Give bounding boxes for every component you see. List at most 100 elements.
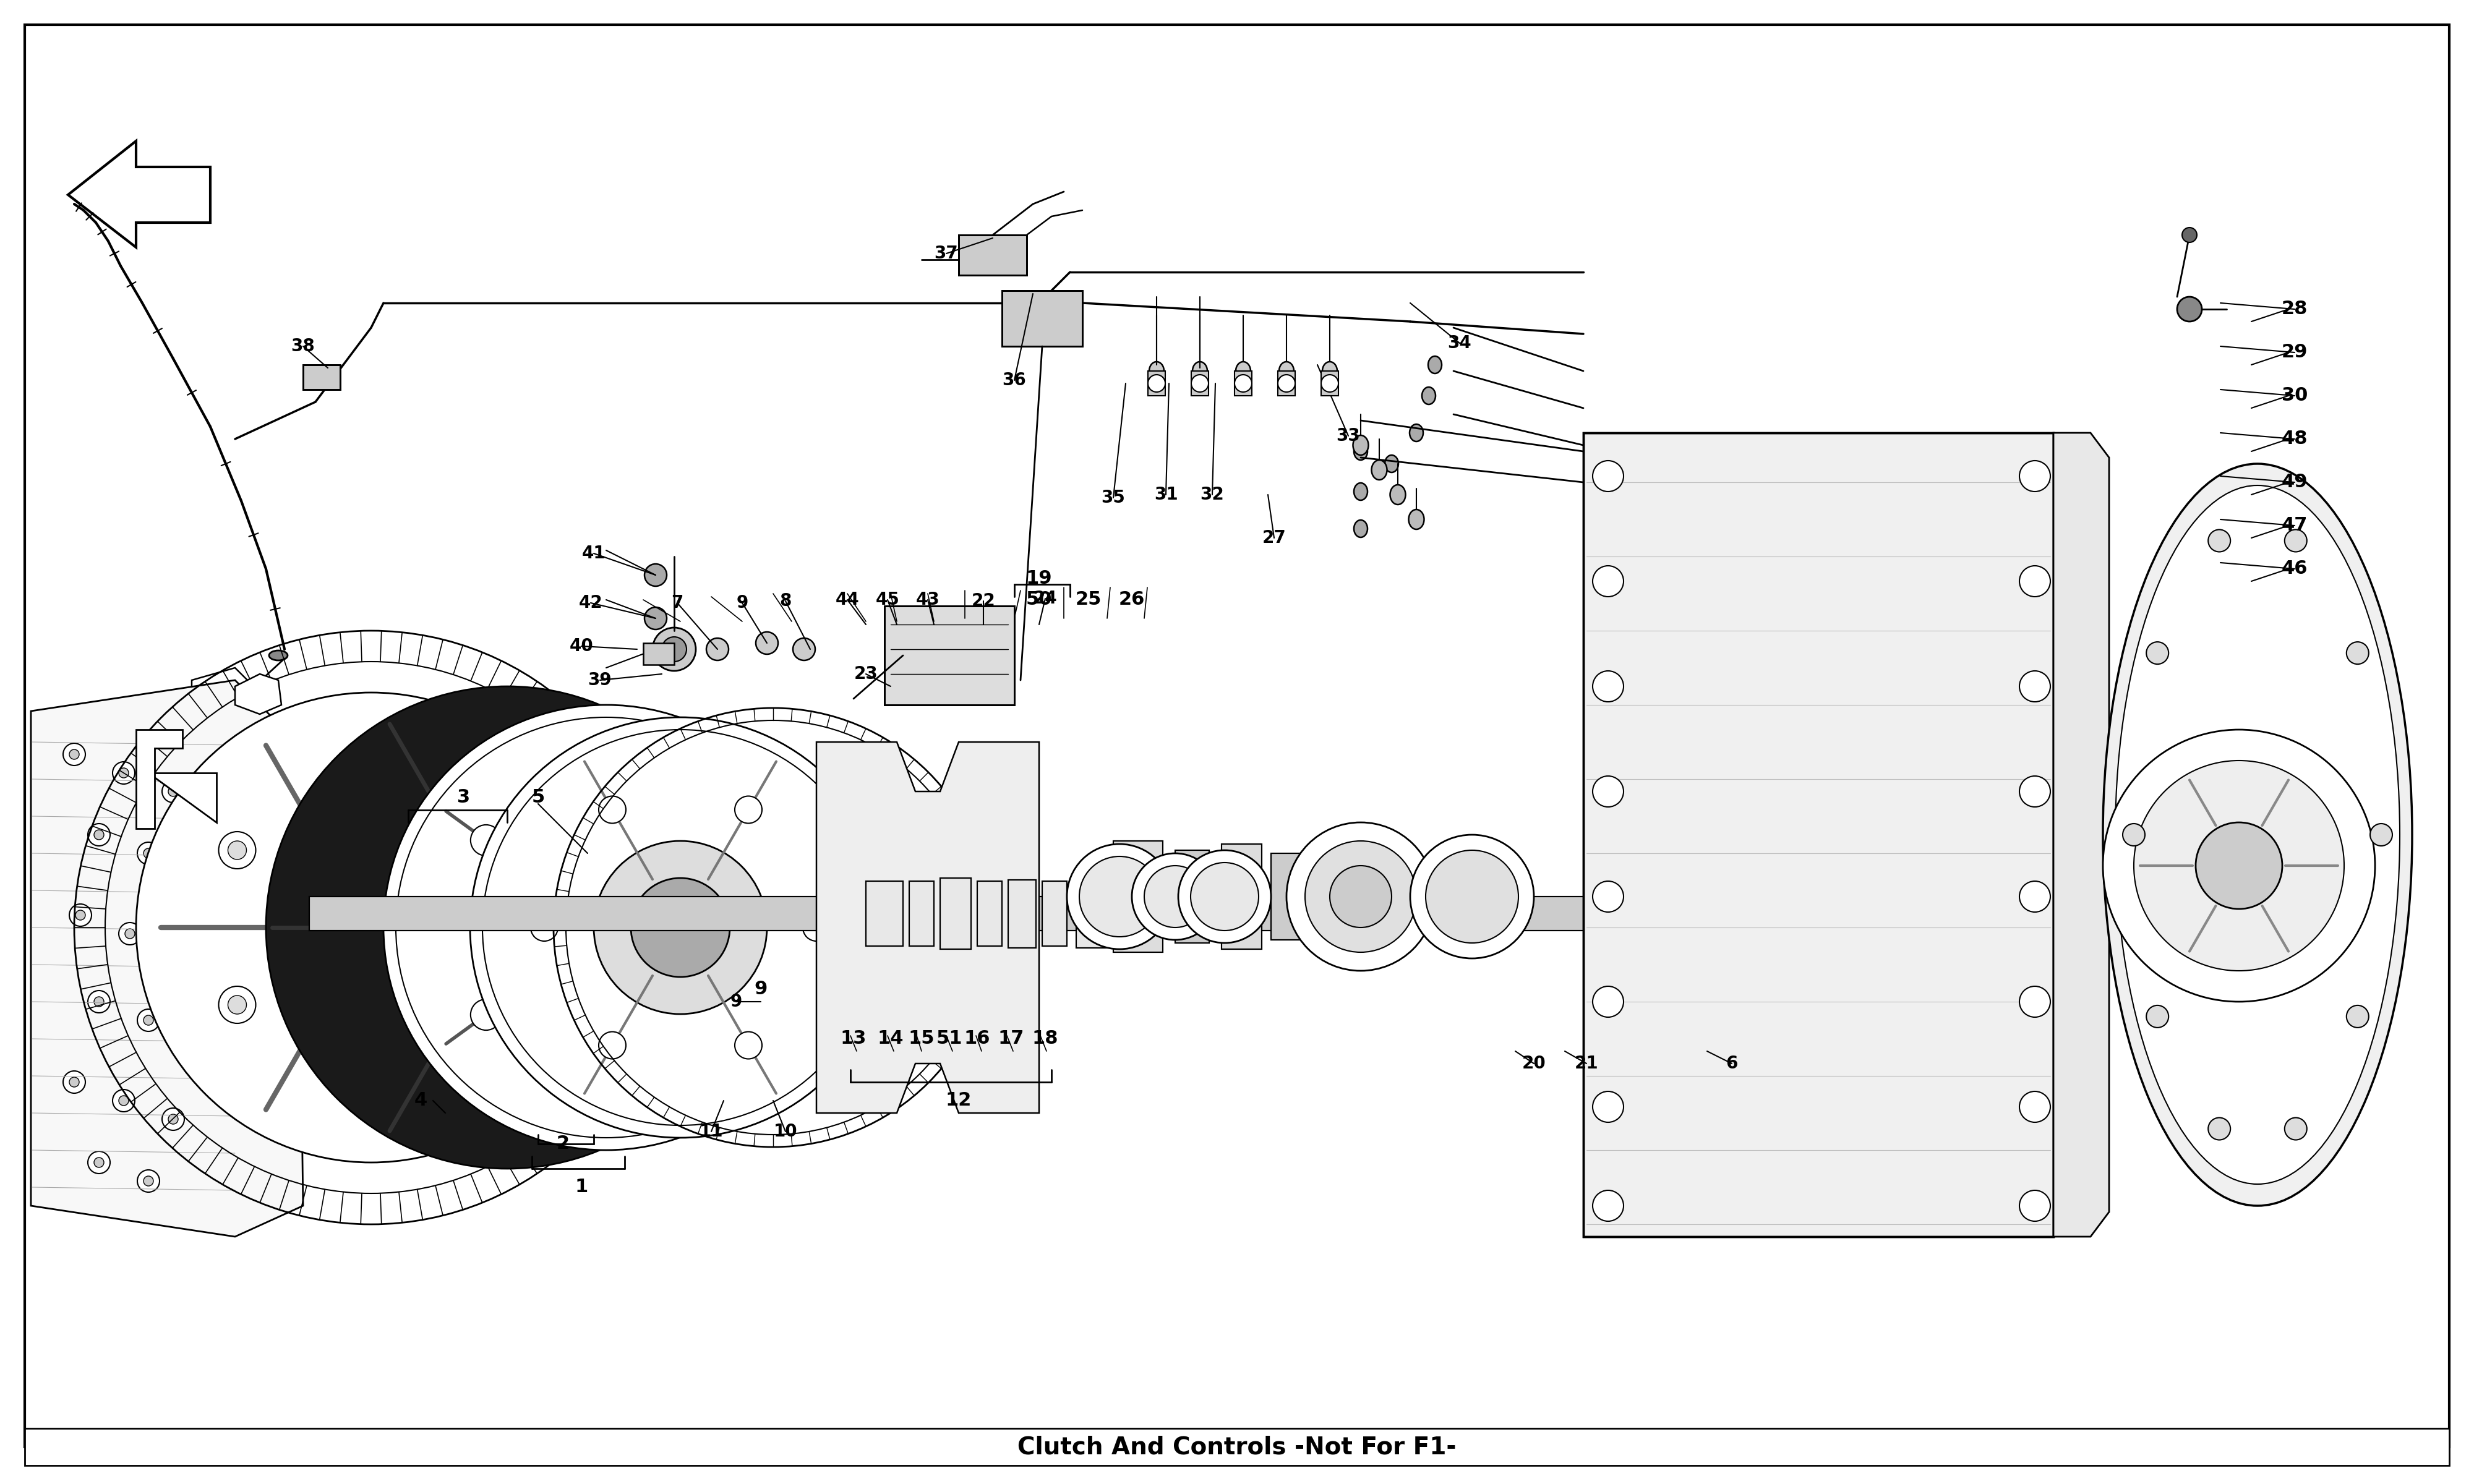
Circle shape xyxy=(757,632,777,654)
Bar xyxy=(886,605,1014,705)
Text: 32: 32 xyxy=(1200,485,1225,503)
Ellipse shape xyxy=(1192,362,1207,380)
Polygon shape xyxy=(235,674,282,714)
Circle shape xyxy=(1593,460,1623,491)
Circle shape xyxy=(708,638,727,660)
Bar xyxy=(1583,433,2053,1236)
Text: 48: 48 xyxy=(2281,430,2308,448)
Ellipse shape xyxy=(1321,362,1336,380)
Circle shape xyxy=(631,879,730,976)
Circle shape xyxy=(1593,881,1623,913)
Bar xyxy=(1192,371,1207,396)
Circle shape xyxy=(139,1169,158,1192)
Circle shape xyxy=(119,923,141,945)
Text: 38: 38 xyxy=(292,337,314,355)
Bar xyxy=(866,881,903,947)
Circle shape xyxy=(2019,881,2051,913)
Bar xyxy=(643,643,673,665)
Text: 46: 46 xyxy=(2281,559,2308,577)
Bar xyxy=(977,881,1002,947)
Circle shape xyxy=(2197,822,2281,908)
Circle shape xyxy=(495,996,515,1014)
Circle shape xyxy=(1190,862,1259,930)
Text: 33: 33 xyxy=(1336,427,1361,445)
Circle shape xyxy=(735,1031,762,1060)
Circle shape xyxy=(433,853,581,1002)
Circle shape xyxy=(636,770,668,801)
Text: 35: 35 xyxy=(1101,490,1126,506)
Circle shape xyxy=(2133,760,2345,971)
Circle shape xyxy=(1593,776,1623,807)
Circle shape xyxy=(2147,643,2170,665)
Polygon shape xyxy=(816,742,1039,1113)
Circle shape xyxy=(792,638,816,660)
Circle shape xyxy=(465,884,549,971)
Text: 12: 12 xyxy=(945,1092,972,1110)
Circle shape xyxy=(228,841,247,859)
Circle shape xyxy=(1143,865,1207,927)
Text: 1: 1 xyxy=(574,1178,589,1196)
Circle shape xyxy=(89,824,109,846)
Circle shape xyxy=(143,1175,153,1186)
Text: 50: 50 xyxy=(1027,591,1051,608)
Text: Clutch And Controls -Not For F1-: Clutch And Controls -Not For F1- xyxy=(1017,1435,1457,1459)
Circle shape xyxy=(168,787,178,797)
Circle shape xyxy=(2182,227,2197,242)
Text: 44: 44 xyxy=(836,591,858,608)
Circle shape xyxy=(267,686,747,1169)
Text: 5: 5 xyxy=(532,788,544,807)
Circle shape xyxy=(64,1071,84,1094)
Ellipse shape xyxy=(1353,519,1368,537)
Text: 40: 40 xyxy=(569,638,594,654)
Ellipse shape xyxy=(1353,442,1368,460)
Circle shape xyxy=(1133,853,1217,939)
Bar xyxy=(977,881,1002,947)
Text: 24: 24 xyxy=(1034,589,1056,607)
Circle shape xyxy=(1192,374,1207,392)
Text: 13: 13 xyxy=(841,1030,866,1048)
Circle shape xyxy=(2284,1117,2306,1140)
Circle shape xyxy=(1593,671,1623,702)
Text: 4: 4 xyxy=(413,1092,428,1110)
Circle shape xyxy=(136,693,606,1162)
Bar xyxy=(1175,850,1210,942)
Circle shape xyxy=(143,849,153,858)
Bar xyxy=(1002,291,1084,346)
Circle shape xyxy=(354,754,391,791)
Circle shape xyxy=(188,1027,208,1051)
Circle shape xyxy=(2103,730,2375,1002)
Circle shape xyxy=(2019,671,2051,702)
Circle shape xyxy=(139,1009,158,1031)
Circle shape xyxy=(1321,374,1338,392)
Circle shape xyxy=(1425,850,1519,942)
Ellipse shape xyxy=(1423,387,1435,404)
Ellipse shape xyxy=(270,650,287,660)
Bar xyxy=(1222,844,1262,950)
Bar xyxy=(1002,291,1084,346)
Circle shape xyxy=(636,1054,668,1085)
Ellipse shape xyxy=(1353,435,1368,456)
Circle shape xyxy=(168,941,190,963)
Bar xyxy=(1222,844,1262,950)
Text: 49: 49 xyxy=(2281,473,2308,491)
Circle shape xyxy=(1593,987,1623,1017)
Text: 8: 8 xyxy=(779,592,792,610)
Bar xyxy=(302,365,341,389)
Text: 27: 27 xyxy=(1262,530,1286,546)
Polygon shape xyxy=(30,680,302,1236)
Text: 47: 47 xyxy=(2281,516,2308,534)
Text: 20: 20 xyxy=(1522,1055,1546,1071)
Circle shape xyxy=(383,705,829,1150)
Circle shape xyxy=(139,841,158,864)
Text: 39: 39 xyxy=(589,671,611,689)
Circle shape xyxy=(168,1114,178,1125)
Circle shape xyxy=(64,743,84,766)
Circle shape xyxy=(143,1015,153,1025)
Bar xyxy=(1009,880,1037,948)
Circle shape xyxy=(89,1152,109,1174)
Text: 42: 42 xyxy=(579,594,604,611)
Text: 23: 23 xyxy=(854,665,878,683)
Circle shape xyxy=(569,890,643,965)
Circle shape xyxy=(193,1034,203,1043)
Bar xyxy=(910,881,935,947)
